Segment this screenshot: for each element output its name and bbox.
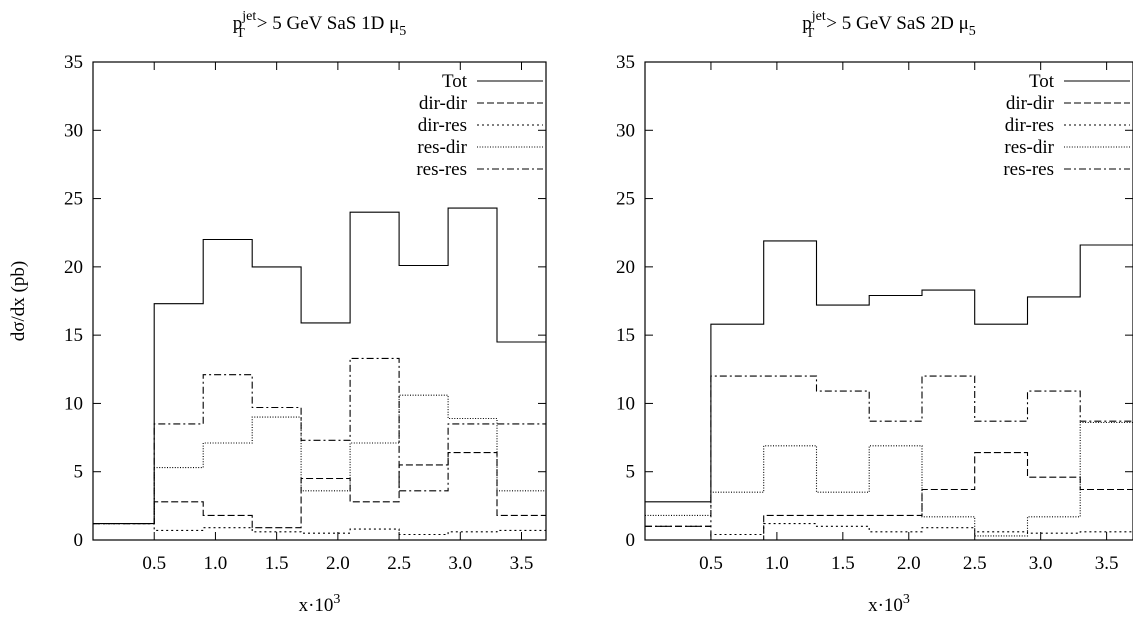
legend-label-res-res: res-res <box>416 159 467 180</box>
legend-label-res-res: res-res <box>1003 159 1054 180</box>
x-tick-label: 0.5 <box>699 553 723 574</box>
y-tick-label: 30 <box>64 120 83 141</box>
y-tick-label: 30 <box>616 120 635 141</box>
legend-label-dir-dir: dir-dir <box>419 93 468 114</box>
legend-label-dir-dir: dir-dir <box>1006 93 1055 114</box>
chart-title: pjet T > 5 GeV SaS 2D μ5 <box>802 9 976 41</box>
chart-panel-sas-2d: 0 5 10 15 20 25 30 35 0.5 1.0 1.5 2.0 2.5 3.0 3.5 pjet T… <box>616 9 1133 616</box>
x-tick-label: 3.5 <box>1095 553 1119 574</box>
y-tick-label: 10 <box>616 393 635 414</box>
y-tick-label: 0 <box>74 530 84 551</box>
y-tick-label: 10 <box>64 393 83 414</box>
y-tick-label: 35 <box>616 52 635 73</box>
x-tick-label: 1.0 <box>204 553 228 574</box>
x-tick-label: 3.0 <box>1029 553 1053 574</box>
x-tick-label: 0.5 <box>142 553 166 574</box>
y-tick-label: 0 <box>626 530 636 551</box>
y-tick-label: 35 <box>64 52 83 73</box>
x-tick-label: 2.0 <box>326 553 350 574</box>
x-tick-label: 2.0 <box>897 553 921 574</box>
y-axis-label: dσ/dx (pb) <box>8 261 29 341</box>
x-tick-label: 1.0 <box>765 553 789 574</box>
x-tick-label: 2.5 <box>963 553 987 574</box>
x-tick-label: 3.5 <box>510 553 534 574</box>
series-line-res-res <box>93 357 546 525</box>
x-tick-label: 1.5 <box>265 553 289 574</box>
series-line-Tot <box>93 207 546 525</box>
x-tick-label: 3.0 <box>448 553 472 574</box>
legend-label-res-dir: res-dir <box>1004 137 1054 158</box>
legend-label-dir-res: dir-res <box>1005 115 1054 136</box>
series-group <box>645 240 1133 541</box>
y-tick-label: 20 <box>616 257 635 278</box>
series-line-res-dir <box>645 421 1133 537</box>
y-tick-label: 15 <box>64 325 83 346</box>
y-tick-label: 5 <box>74 462 84 483</box>
chart-panel-sas-1d: 0 5 10 15 20 25 30 35 0.5 1.0 1.5 2.0 2.5 3.0 3.5 pjet T… <box>8 9 547 616</box>
series-group <box>93 207 546 536</box>
legend-label-Tot: Tot <box>1029 71 1055 92</box>
y-tick-label: 25 <box>616 189 635 210</box>
plot-frame <box>92 61 547 541</box>
series-line-dir-res <box>93 523 546 536</box>
y-tick-label: 15 <box>616 325 635 346</box>
series-line-res-dir <box>93 394 546 525</box>
series-line-dir-dir <box>93 452 546 529</box>
legend-label-Tot: Tot <box>442 71 468 92</box>
x-axis-label: x·103 <box>868 592 910 614</box>
y-tick-label: 20 <box>64 257 83 278</box>
series-line-dir-res <box>645 523 1133 541</box>
plot-frame <box>644 61 1133 541</box>
chart-title: pjet T > 5 GeV SaS 1D μ5 <box>233 9 407 41</box>
series-line-dir-dir <box>645 452 1133 541</box>
y-tick-label: 25 <box>64 189 83 210</box>
x-axis-label: x·103 <box>299 592 341 614</box>
legend-label-dir-res: dir-res <box>418 115 467 136</box>
series-line-Tot <box>645 240 1133 503</box>
series-line-res-res <box>645 375 1133 527</box>
x-tick-label: 2.5 <box>387 553 411 574</box>
legend-label-res-dir: res-dir <box>417 137 467 158</box>
y-tick-label: 5 <box>626 462 636 483</box>
x-tick-label: 1.5 <box>831 553 855 574</box>
